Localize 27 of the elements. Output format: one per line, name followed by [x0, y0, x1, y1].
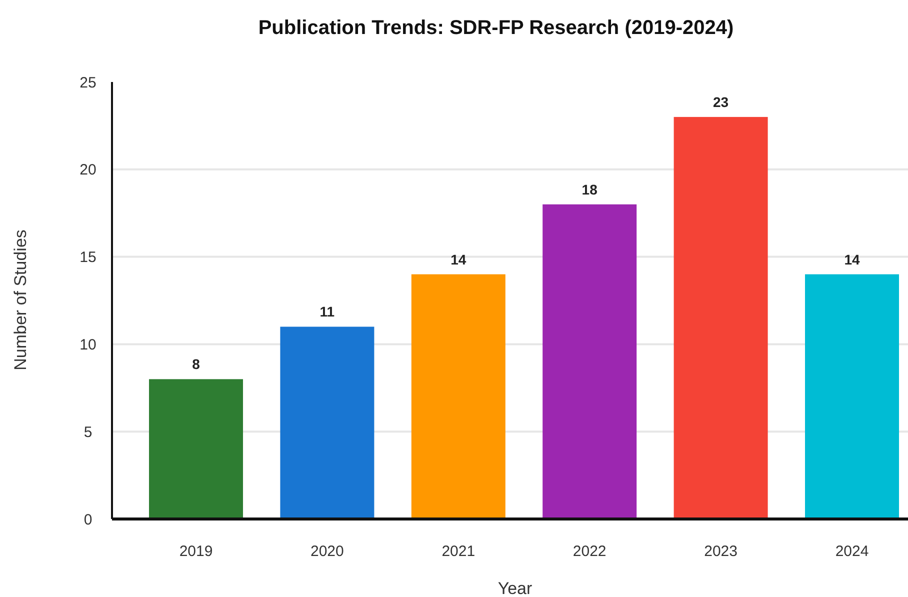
x-tick-label: 2023	[704, 543, 738, 560]
x-tick-label: 2021	[442, 543, 476, 560]
y-tick-label: 0	[84, 511, 92, 528]
y-tick-label: 25	[80, 74, 96, 92]
x-tick-label: 2020	[310, 543, 344, 560]
y-tick-label: 10	[80, 336, 96, 354]
data-label: 23	[713, 94, 729, 110]
bar	[674, 116, 768, 519]
bar	[280, 326, 374, 519]
y-axis-title: Number of Studies	[11, 230, 30, 370]
y-tick-label: 15	[80, 249, 96, 266]
x-axis-title: Year	[498, 579, 533, 597]
y-tick-label: 20	[80, 162, 96, 179]
x-tick-label: 2024	[835, 543, 869, 560]
bar	[411, 274, 506, 519]
bar	[542, 204, 637, 519]
bar	[805, 274, 899, 519]
data-label: 14	[450, 251, 466, 268]
data-label: 14	[844, 251, 860, 268]
data-label: 18	[582, 181, 598, 198]
x-tick-label: 2022	[572, 543, 606, 560]
data-label: 11	[320, 304, 335, 320]
chart-title: Publication Trends: SDR-FP Research (2019-2024)	[258, 17, 734, 39]
x-tick-label: 2019	[179, 543, 213, 560]
data-label: 8	[192, 356, 200, 372]
bar	[149, 379, 243, 519]
y-tick-label: 5	[84, 424, 92, 441]
